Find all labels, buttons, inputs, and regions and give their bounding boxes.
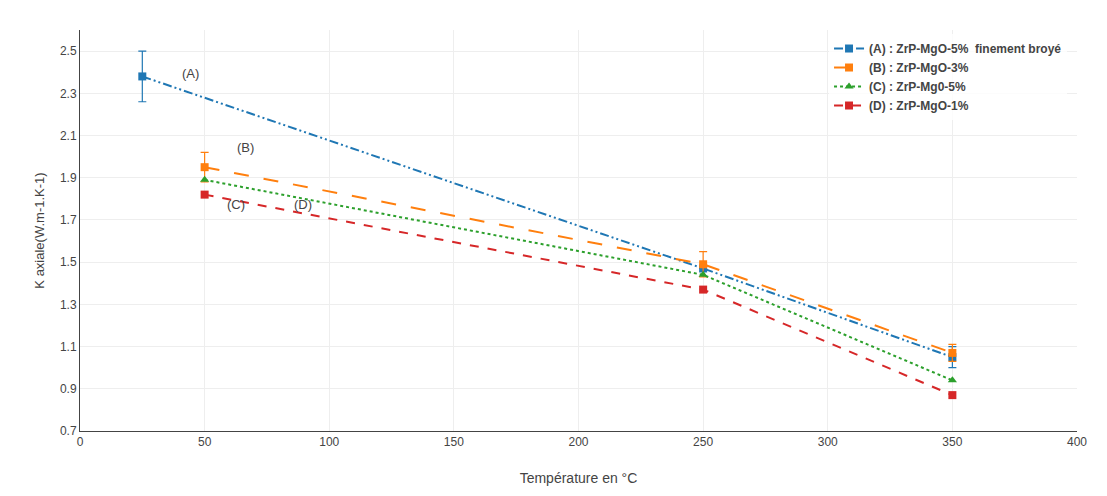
- svg-text:1.7: 1.7: [60, 213, 77, 227]
- svg-text:400: 400: [1067, 435, 1087, 449]
- svg-text:(C): (C): [227, 197, 245, 212]
- svg-text:150: 150: [444, 435, 464, 449]
- svg-text:(C) : ZrP-Mg0-5%: (C) : ZrP-Mg0-5%: [869, 80, 966, 94]
- svg-text:1.1: 1.1: [60, 340, 77, 354]
- svg-text:0: 0: [77, 435, 84, 449]
- svg-text:2.5: 2.5: [60, 44, 77, 58]
- svg-text:(D) : ZrP-MgO-1%: (D) : ZrP-MgO-1%: [869, 99, 969, 113]
- svg-text:(B): (B): [237, 140, 254, 155]
- svg-text:(D): (D): [294, 197, 312, 212]
- svg-text:0.7: 0.7: [60, 424, 77, 438]
- svg-text:2.1: 2.1: [60, 129, 77, 143]
- svg-text:350: 350: [942, 435, 962, 449]
- svg-text:1.5: 1.5: [60, 255, 77, 269]
- svg-text:200: 200: [568, 435, 588, 449]
- svg-text:Température en °C: Température en °C: [520, 470, 638, 486]
- svg-text:2.3: 2.3: [60, 87, 77, 101]
- svg-text:250: 250: [693, 435, 713, 449]
- svg-text:(A): (A): [182, 66, 199, 81]
- svg-text:1.3: 1.3: [60, 298, 77, 312]
- svg-text:300: 300: [818, 435, 838, 449]
- svg-text:K axiale(W.m-1.K-1): K axiale(W.m-1.K-1): [32, 172, 47, 288]
- svg-text:0.9: 0.9: [60, 382, 77, 396]
- svg-text:1.9: 1.9: [60, 171, 77, 185]
- svg-text:(A) : ZrP-MgO-5% finement bro: (A) : ZrP-MgO-5% finement broyé: [869, 42, 1061, 56]
- svg-text:(B) : ZrP-MgO-3%: (B) : ZrP-MgO-3%: [869, 61, 969, 75]
- svg-text:50: 50: [198, 435, 212, 449]
- svg-text:100: 100: [319, 435, 339, 449]
